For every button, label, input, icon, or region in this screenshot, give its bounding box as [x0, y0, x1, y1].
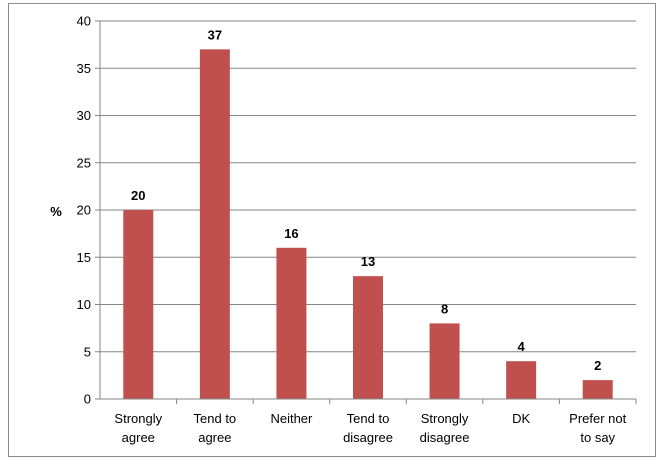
x-axis-categories: Strongly agree Tend to agree Neither Tend to d…: [114, 399, 637, 445]
y-axis-ticks: 0 5 10 15 20 25 30 35 40: [77, 14, 100, 407]
bar: [582, 380, 613, 399]
x-tick-label: disagree: [343, 430, 393, 445]
data-label: 13: [361, 254, 375, 269]
x-tick-label: agree: [198, 430, 231, 445]
bar: [429, 323, 460, 399]
data-label: 37: [208, 27, 222, 42]
data-label: 8: [441, 301, 448, 316]
y-tick-label: 25: [77, 155, 91, 170]
x-tick-label: disagree: [420, 430, 470, 445]
bar: [353, 276, 383, 399]
bars: [123, 49, 613, 399]
x-tick-label: DK: [512, 411, 530, 426]
data-label: 20: [131, 188, 145, 203]
bar: [506, 361, 537, 399]
x-tick-label: Tend to: [347, 411, 390, 426]
x-tick-label: Neither: [270, 411, 313, 426]
data-labels: 20 37 16 13 8 4 2: [131, 27, 601, 373]
x-tick-label: Prefer not: [569, 411, 626, 426]
y-tick-label: 20: [77, 203, 91, 218]
y-tick-label: 35: [77, 61, 91, 76]
bar: [276, 247, 307, 399]
y-tick-label: 40: [77, 14, 91, 29]
y-tick-label: 15: [77, 250, 91, 265]
gridlines: [100, 20, 636, 353]
x-tick-label: Strongly: [421, 411, 469, 426]
y-tick-label: 5: [84, 344, 91, 359]
bar: [123, 210, 154, 399]
y-axis-label: %: [50, 204, 62, 219]
y-tick-label: 10: [77, 297, 91, 312]
data-label: 16: [284, 226, 298, 241]
x-tick-label: Tend to: [194, 411, 237, 426]
data-label: 2: [594, 358, 601, 373]
data-label: 4: [518, 339, 526, 354]
chart-frame: [8, 3, 656, 457]
y-tick-label: 30: [77, 108, 91, 123]
bar: [199, 49, 230, 399]
x-tick-label: Strongly: [114, 411, 162, 426]
x-tick-label: agree: [122, 430, 155, 445]
y-tick-label: 0: [84, 392, 91, 407]
x-tick-label: to say: [580, 430, 615, 445]
